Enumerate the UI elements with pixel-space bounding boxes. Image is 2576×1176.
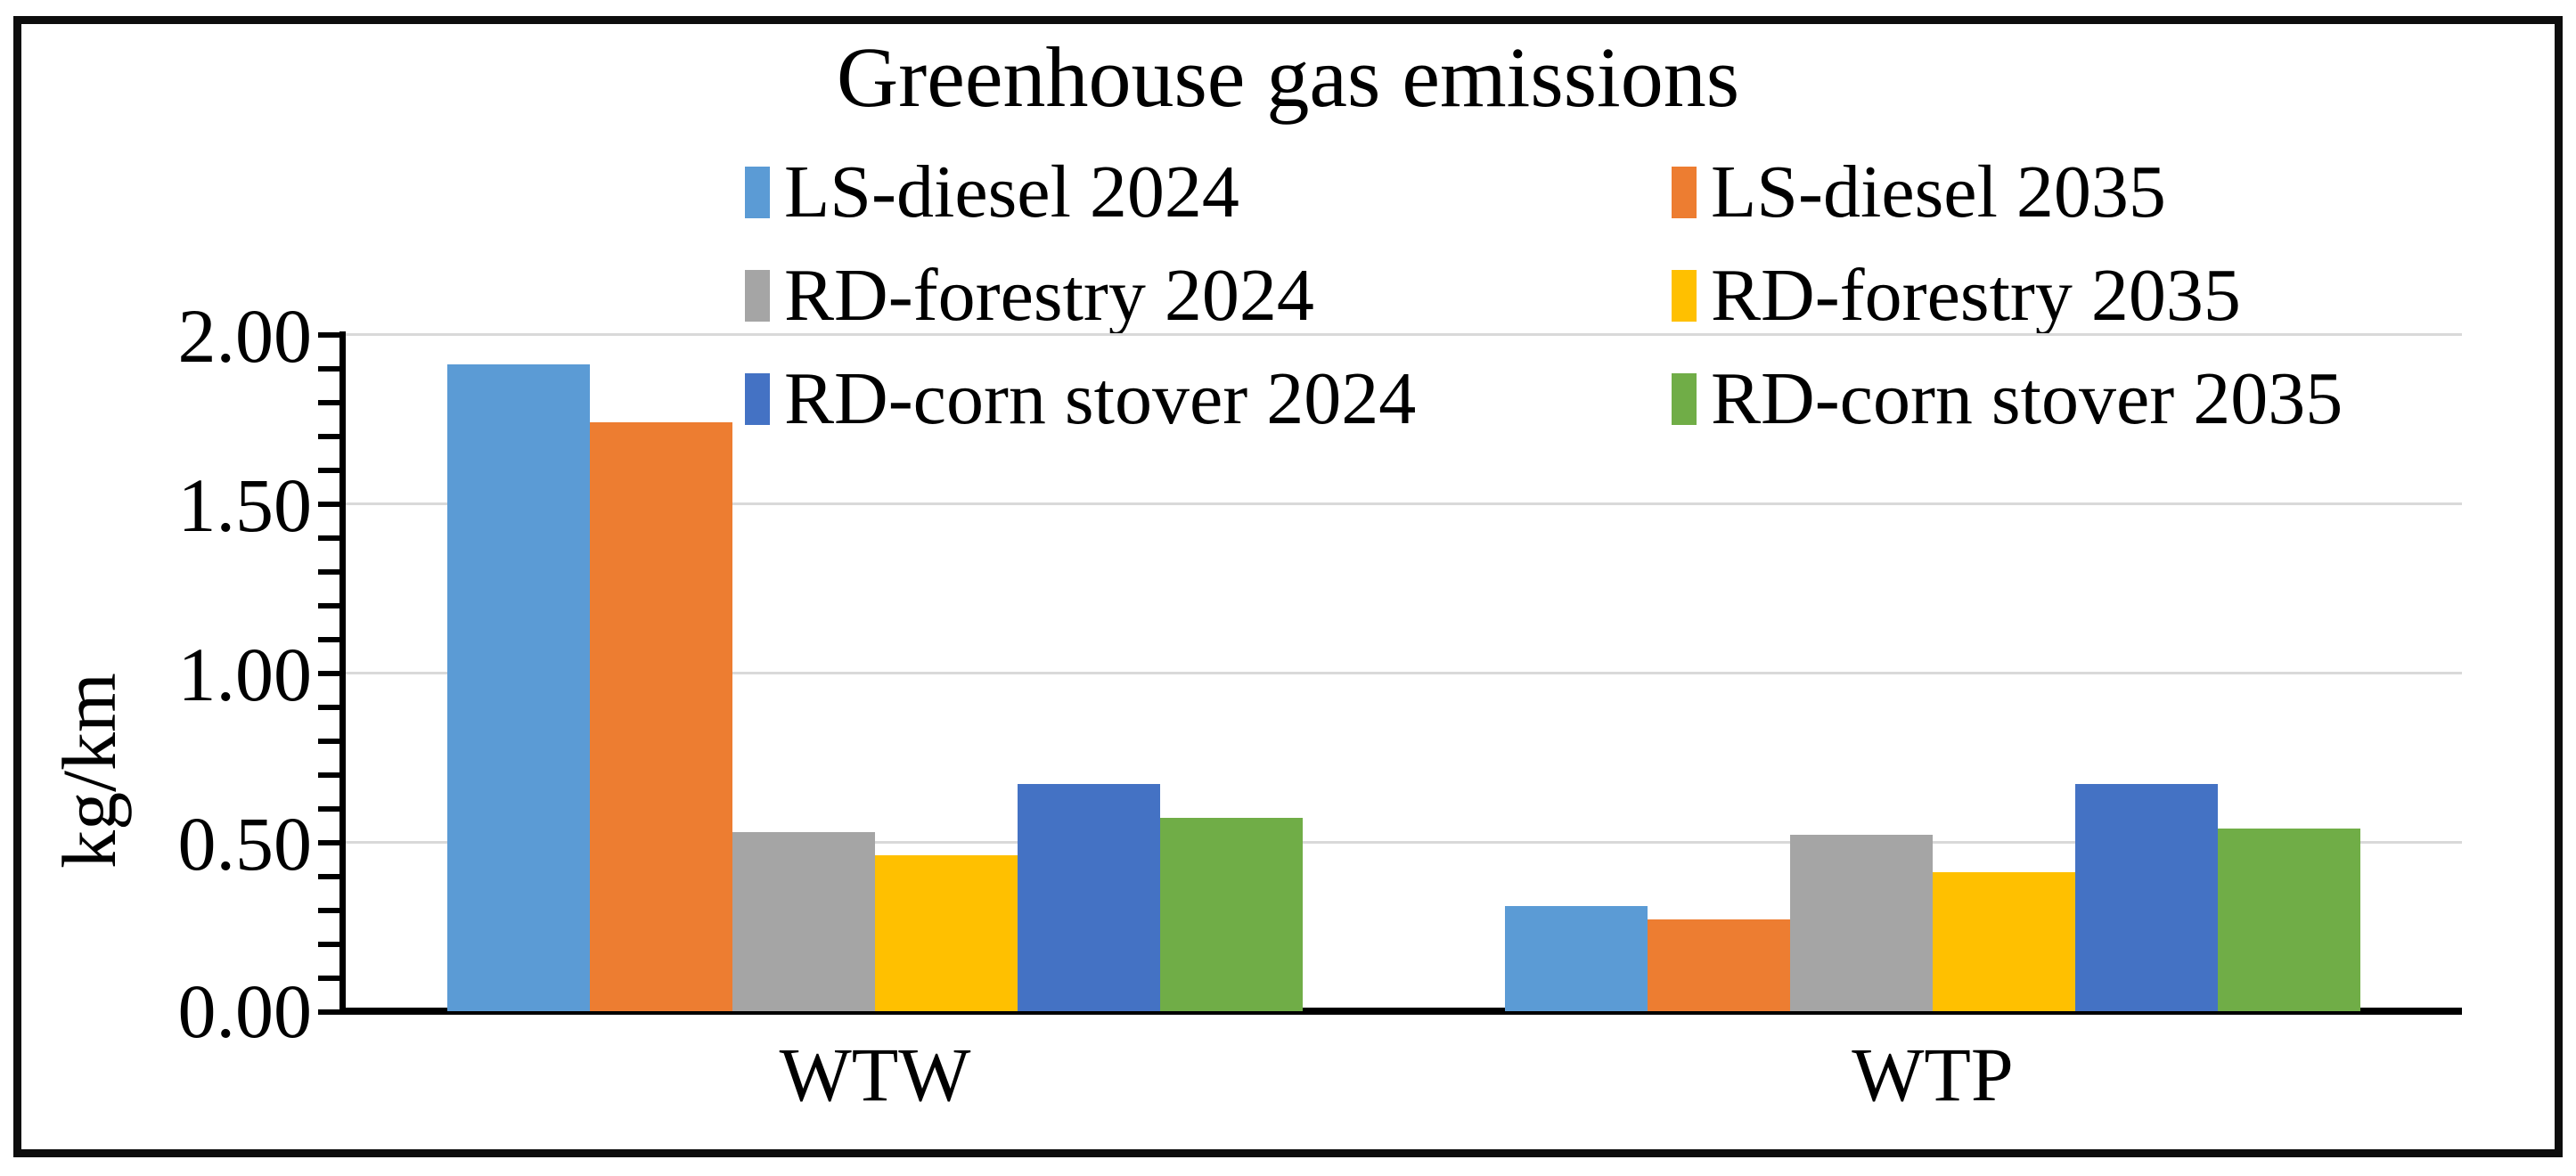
- bar-group-wtw: [346, 334, 1404, 1011]
- gridline: [346, 841, 2462, 844]
- legend-entry: RD-corn stover 2035: [1672, 362, 2474, 437]
- gridline: [346, 672, 2462, 674]
- bar-wtw-rd-forestry-2035: [874, 855, 1018, 1011]
- x-axis-line: [339, 1008, 2462, 1015]
- legend: LS-diesel 2024 LS-diesel 2035 RD-forestr…: [745, 141, 2474, 451]
- legend-label: LS-diesel 2024: [784, 151, 1239, 233]
- legend-swatch-icon: [745, 167, 770, 218]
- gridline: [346, 333, 2462, 336]
- y-axis-line: [339, 331, 346, 1014]
- bar-group-wtp: [1404, 334, 2463, 1011]
- legend-label: RD-forestry 2035: [1711, 254, 2241, 337]
- y-tick-label: 1.50: [177, 462, 313, 548]
- x-category-label: WTW: [779, 1032, 971, 1117]
- y-tick-label: 0.00: [177, 968, 313, 1054]
- y-tick-label: 0.50: [177, 801, 313, 886]
- legend-label: RD-corn stover 2035: [1711, 357, 2343, 440]
- bar-wtw-ls-diesel-2024: [446, 364, 590, 1011]
- legend-label: RD-corn stover 2024: [784, 357, 1417, 440]
- legend-entry: LS-diesel 2035: [1672, 155, 2474, 230]
- bar-wtp-rd-corn-stover-2035: [2218, 828, 2361, 1011]
- bar-wtw-ls-diesel-2035: [589, 421, 732, 1011]
- bar-wtw-rd-forestry-2024: [732, 831, 875, 1011]
- legend-entry: LS-diesel 2024: [745, 155, 1672, 230]
- legend-swatch-icon: [1672, 373, 1697, 425]
- bar-wtw-rd-corn-stover-2035: [1159, 818, 1303, 1011]
- legend-swatch-icon: [1672, 270, 1697, 322]
- x-category-label: WTP: [1852, 1032, 2014, 1117]
- bar-wtp-ls-diesel-2035: [1648, 919, 1791, 1011]
- y-tick-label: 1.00: [177, 632, 313, 717]
- y-axis-minor-ticks: [318, 332, 339, 1015]
- legend-entry: RD-forestry 2035: [1672, 258, 2474, 333]
- chart-title: Greenhouse gas emissions: [836, 29, 1740, 125]
- plot-area: [346, 333, 2463, 1011]
- y-tick-label: 2.00: [177, 293, 313, 379]
- bar-wtp-rd-forestry-2024: [1790, 835, 1934, 1011]
- bar-wtw-rd-corn-stover-2024: [1017, 784, 1160, 1011]
- legend-swatch-icon: [1672, 167, 1697, 218]
- legend-swatch-icon: [745, 270, 770, 322]
- gridline: [346, 502, 2462, 505]
- bar-wtp-ls-diesel-2024: [1505, 906, 1648, 1011]
- bar-wtp-rd-forestry-2035: [1933, 872, 2076, 1011]
- bar-wtp-rd-corn-stover-2024: [2075, 784, 2219, 1011]
- legend-label: RD-forestry 2024: [784, 254, 1314, 337]
- legend-swatch-icon: [745, 373, 770, 425]
- legend-entry: RD-forestry 2024: [745, 258, 1672, 333]
- legend-label: LS-diesel 2035: [1711, 151, 2166, 233]
- legend-entry: RD-corn stover 2024: [745, 362, 1672, 437]
